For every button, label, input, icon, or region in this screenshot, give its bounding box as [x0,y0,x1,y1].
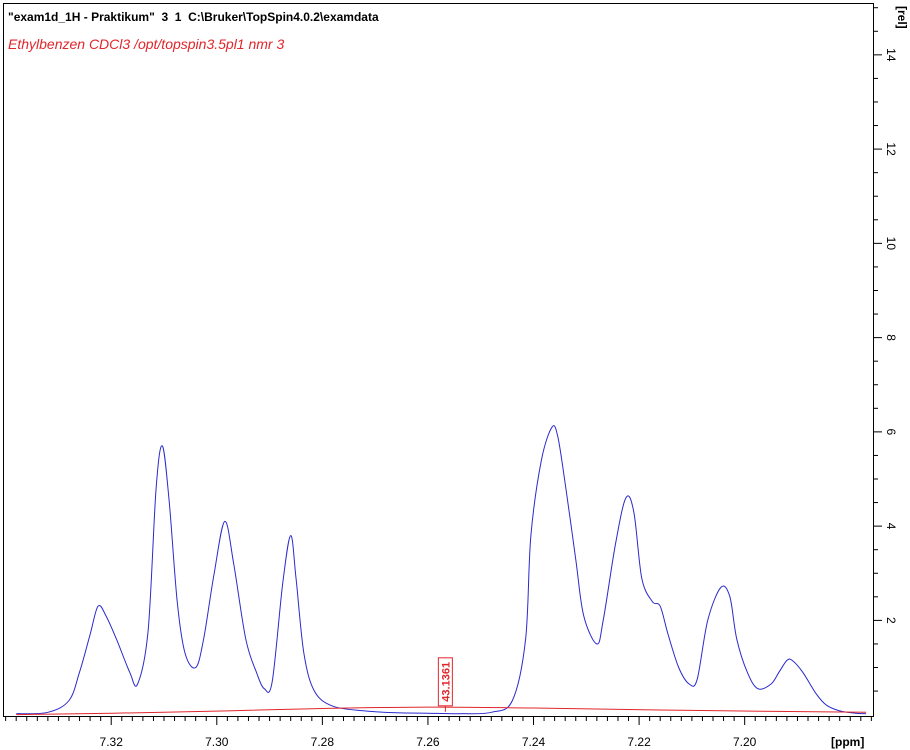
y-tick-label: 8 [884,334,898,341]
y-tick-label: 6 [884,429,898,436]
y-tick-label: 14 [884,48,898,62]
y-tick-label: 12 [884,142,898,156]
x-tick-label: 7.22 [627,735,651,749]
x-tick-label: 7.24 [522,735,546,749]
plot-frame [3,3,874,717]
integral-label-box [437,657,453,707]
x-tick-label: 7.28 [311,735,335,749]
sample-subtitle: Ethylbenzen CDCl3 /opt/topspin3.5pl1 nmr… [8,36,285,52]
y-axis: 2 4 6 8 10 12 14 [874,7,898,692]
x-axis: 7.32 7.30 7.28 7.26 7.24 7.22 7.20 [5,717,872,749]
integral-trace [16,706,867,716]
integral-value-label: 43.1361 [440,662,452,702]
x-tick-label: 7.20 [733,735,757,749]
y-tick-label: 2 [884,617,898,624]
x-tick-label: 7.26 [416,735,440,749]
traces [16,425,867,716]
dataset-title: "exam1d_1H - Praktikum" 3 1 C:\Bruker\To… [8,10,379,24]
x-tick-label: 7.30 [205,735,229,749]
y-tick-label: 10 [884,237,898,251]
spectrum-trace [16,425,867,715]
x-axis-unit-label: [ppm] [831,735,864,749]
annotations: 43.1361 [437,657,453,712]
x-tick-label: 7.32 [100,735,124,749]
y-tick-label: 4 [884,523,898,530]
y-axis-unit-label: [rel] [895,6,909,29]
